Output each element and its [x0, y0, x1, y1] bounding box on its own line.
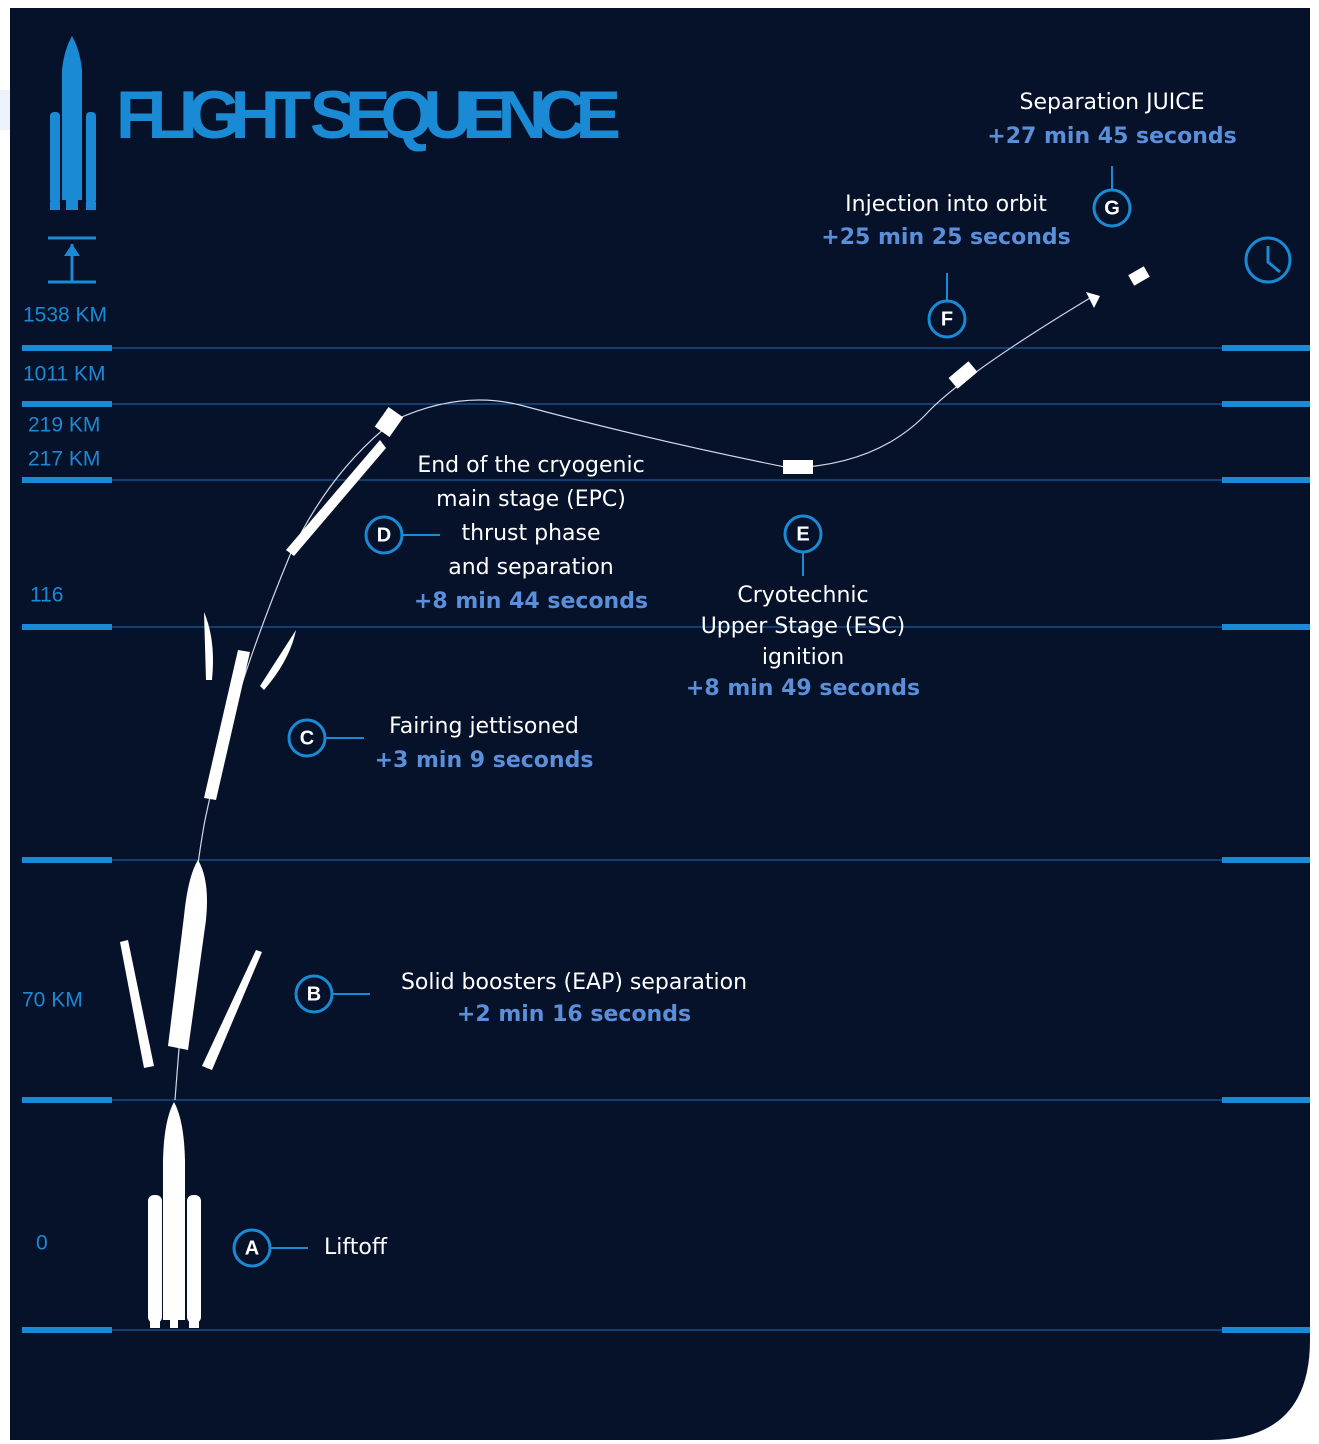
event-label: Upper Stage (ESC): [701, 614, 906, 639]
event-time: +3 min 9 seconds: [375, 748, 594, 773]
page: FLIGHT SEQUENCE 1538 KM 1011 KM 219 KM 217 …: [0, 0, 1319, 1444]
title: FLIGHT SEQUENCE: [116, 77, 621, 153]
event-label: Injection into orbit: [845, 192, 1047, 217]
event-label: Cryotechnic: [737, 583, 868, 608]
event-label: Separation JUICE: [1020, 90, 1205, 115]
event-letter: B: [307, 983, 321, 1005]
event-label: thrust phase: [461, 521, 600, 546]
event-label: Solid boosters (EAP) separation: [401, 970, 747, 995]
altitude-label: 219 KM: [28, 414, 100, 437]
event-time: +8 min 44 seconds: [414, 589, 648, 614]
event-label: ignition: [762, 645, 844, 670]
event-time: +25 min 25 seconds: [821, 225, 1070, 250]
event-letter: G: [1104, 197, 1120, 219]
event-letter: C: [300, 727, 314, 749]
altitude-label: 0: [36, 1232, 48, 1255]
event-time: +8 min 49 seconds: [686, 676, 920, 701]
event-letter: F: [941, 308, 953, 330]
altitude-label: 70 KM: [22, 989, 83, 1012]
event-label: and separation: [448, 555, 614, 580]
altitude-label: 1538 KM: [23, 304, 107, 327]
event-label: main stage (EPC): [436, 487, 626, 512]
event-time: +2 min 16 seconds: [457, 1002, 691, 1027]
altitude-label: 116: [30, 584, 63, 607]
event-label: Fairing jettisoned: [389, 714, 579, 739]
altitude-label: 217 KM: [28, 448, 100, 471]
event-label: End of the cryogenic: [417, 453, 644, 478]
event-letter: A: [245, 1237, 259, 1259]
altitude-label: 1011 KM: [23, 363, 106, 386]
event-label: Liftoff: [324, 1235, 388, 1260]
infographic: FLIGHT SEQUENCE 1538 KM 1011 KM 219 KM 217 …: [0, 0, 1319, 1440]
event-letter: D: [377, 524, 391, 546]
event-time: +27 min 45 seconds: [987, 124, 1236, 149]
event-letter: E: [796, 523, 809, 545]
